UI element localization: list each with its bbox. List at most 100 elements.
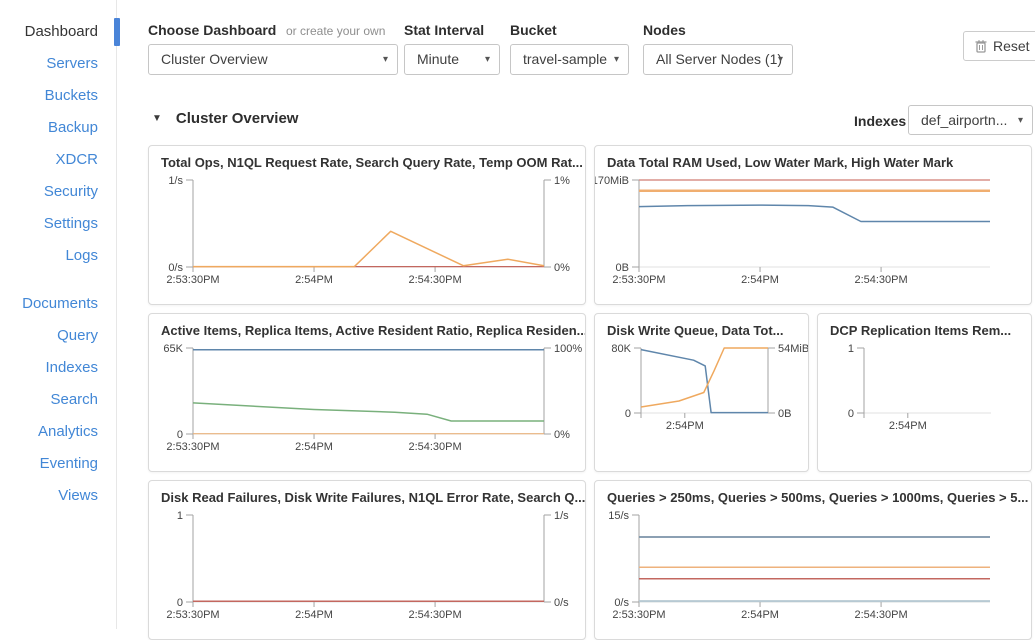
svg-text:100%: 100% [554,343,582,355]
svg-text:2:54PM: 2:54PM [889,420,927,432]
sidebar-item-label: XDCR [55,151,98,168]
svg-text:2:53:30PM: 2:53:30PM [612,274,665,286]
chart-card-6[interactable]: Queries > 250ms, Queries > 500ms, Querie… [594,480,1032,640]
svg-text:2:54PM: 2:54PM [295,609,333,621]
svg-text:2:54PM: 2:54PM [666,420,704,432]
chart-card-1[interactable]: Data Total RAM Used, Low Water Mark, Hig… [594,145,1032,305]
bucket-select[interactable]: travel-sample ▾ [510,44,629,75]
chart-title: Queries > 250ms, Queries > 500ms, Querie… [595,481,1031,507]
reset-button[interactable]: Reset [963,31,1035,61]
chart-title: Total Ops, N1QL Request Rate, Search Que… [149,146,585,172]
svg-text:0B: 0B [616,262,629,274]
bucket-label: Bucket [510,22,557,38]
sidebar-item-label: Servers [46,55,98,72]
sidebar-item-views[interactable]: Views [0,480,116,512]
indexes-select[interactable]: def_airportn... ▾ [908,105,1033,135]
nodes-label: Nodes [643,22,686,38]
dashboard-select[interactable]: Cluster Overview ▾ [148,44,398,75]
chart-title: Data Total RAM Used, Low Water Mark, Hig… [595,146,1031,172]
svg-text:0%: 0% [554,262,570,274]
sidebar-item-documents[interactable]: Documents [0,288,116,320]
section-header-cluster-overview[interactable]: ▼ Cluster Overview [152,110,298,127]
chevron-down-icon: ▾ [383,45,388,74]
svg-text:1/s: 1/s [554,510,569,522]
sidebar-item-indexes[interactable]: Indexes [0,352,116,384]
svg-text:0%: 0% [554,429,570,441]
chevron-down-icon: ▾ [614,45,619,74]
svg-text:0: 0 [625,408,631,420]
svg-text:65K: 65K [163,343,183,355]
chevron-down-icon: ▾ [778,45,783,74]
indexes-label: Indexes [854,113,906,129]
stat-interval-label: Stat Interval [404,22,484,38]
section-title: Cluster Overview [176,110,299,127]
chart-row: Disk Read Failures, Disk Write Failures,… [148,480,1032,640]
chart-card-2[interactable]: Active Items, Replica Items, Active Resi… [148,313,586,472]
sidebar-item-query[interactable]: Query [0,320,116,352]
svg-text:2:53:30PM: 2:53:30PM [166,274,219,286]
svg-text:2:54PM: 2:54PM [295,274,333,286]
sidebar-item-security[interactable]: Security [0,176,116,208]
svg-text:0: 0 [177,597,183,609]
svg-text:80K: 80K [611,343,631,355]
chart-card-5[interactable]: Disk Read Failures, Disk Write Failures,… [148,480,586,640]
sidebar-item-buckets[interactable]: Buckets [0,80,116,112]
chart-title: DCP Replication Items Rem... [818,314,1031,340]
sidebar-item-label: Eventing [40,455,98,472]
chart-card-0[interactable]: Total Ops, N1QL Request Rate, Search Que… [148,145,586,305]
svg-text:170MiB: 170MiB [595,175,629,187]
sidebar-item-eventing[interactable]: Eventing [0,448,116,480]
svg-text:2:54:30PM: 2:54:30PM [408,441,461,453]
svg-text:54MiB: 54MiB [778,343,808,355]
bucket-select-value: travel-sample [523,51,607,67]
main-content: Choose Dashboard or create your own Clus… [117,0,1035,629]
stat-interval-select[interactable]: Minute ▾ [404,44,500,75]
sidebar-item-label: Dashboard [25,23,98,40]
svg-text:0: 0 [848,408,854,420]
chart-row: Active Items, Replica Items, Active Resi… [148,313,1032,472]
svg-text:2:54:30PM: 2:54:30PM [854,609,907,621]
sidebar-item-label: Search [50,391,98,408]
svg-text:2:54:30PM: 2:54:30PM [408,609,461,621]
svg-text:2:54PM: 2:54PM [295,441,333,453]
sidebar-item-logs[interactable]: Logs [0,240,116,272]
sidebar-item-label: Logs [65,247,98,264]
sidebar-item-label: Documents [22,295,98,312]
chevron-down-icon: ▾ [485,45,490,74]
sidebar-item-analytics[interactable]: Analytics [0,416,116,448]
svg-text:0/s: 0/s [554,597,569,609]
nodes-select-value: All Server Nodes (1) [656,51,782,67]
svg-text:1%: 1% [554,175,570,187]
chart-row: Total Ops, N1QL Request Rate, Search Que… [148,145,1032,305]
sidebar-item-search[interactable]: Search [0,384,116,416]
chart-canvas: 102:54PM [818,340,1031,462]
reset-button-label: Reset [993,38,1030,54]
svg-text:1/s: 1/s [168,175,183,187]
collapse-triangle-icon: ▼ [152,113,162,124]
sidebar-item-xdcr[interactable]: XDCR [0,144,116,176]
svg-text:0B: 0B [778,408,791,420]
nodes-select[interactable]: All Server Nodes (1) ▾ [643,44,793,75]
svg-text:2:54:30PM: 2:54:30PM [408,274,461,286]
sidebar-item-backup[interactable]: Backup [0,112,116,144]
sidebar-item-dashboard[interactable]: Dashboard [0,16,116,48]
svg-text:0: 0 [177,429,183,441]
chart-canvas: 80K 0 54MiB 0B 2:54PM [595,340,808,462]
sidebar-item-label: Backup [48,119,98,136]
create-your-own-link[interactable]: or create your own [286,24,385,38]
sidebar-item-servers[interactable]: Servers [0,48,116,80]
sidebar-item-label: Query [57,327,98,344]
sidebar-item-label: Buckets [45,87,98,104]
choose-dashboard-label: Choose Dashboard [148,22,276,38]
sidebar-section-gap [0,272,116,288]
sidebar: Dashboard Servers Buckets Backup XDCR Se… [0,0,117,629]
svg-text:2:53:30PM: 2:53:30PM [612,609,665,621]
sidebar-item-settings[interactable]: Settings [0,208,116,240]
chart-title: Active Items, Replica Items, Active Resi… [149,314,585,340]
